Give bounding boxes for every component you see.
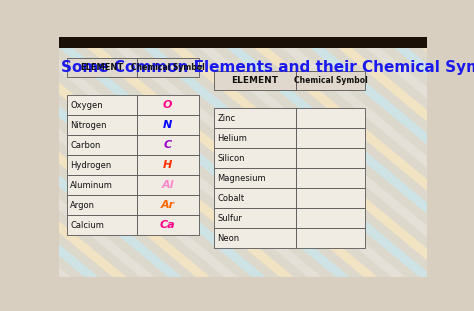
Polygon shape — [0, 48, 154, 277]
Text: Hydrogen: Hydrogen — [70, 161, 111, 169]
Bar — [137, 215, 199, 235]
Bar — [67, 135, 137, 155]
Polygon shape — [394, 48, 474, 277]
Bar — [296, 71, 365, 90]
Polygon shape — [0, 48, 266, 277]
Bar — [214, 148, 296, 168]
Polygon shape — [227, 48, 474, 277]
Bar — [296, 208, 365, 228]
Text: Carbon: Carbon — [70, 141, 100, 150]
Polygon shape — [0, 48, 210, 277]
Bar — [214, 128, 296, 148]
Text: Chemical Symbol: Chemical Symbol — [293, 76, 367, 85]
Text: ELEMENT: ELEMENT — [80, 63, 124, 72]
Bar — [67, 95, 137, 115]
Bar — [214, 208, 296, 228]
Text: Sulfur: Sulfur — [218, 214, 242, 223]
Polygon shape — [115, 48, 405, 277]
Polygon shape — [422, 48, 474, 277]
Text: Aluminum: Aluminum — [70, 181, 113, 190]
Text: O: O — [163, 100, 173, 110]
Polygon shape — [0, 48, 98, 277]
Bar — [137, 155, 199, 175]
Bar — [214, 71, 296, 90]
Text: Oxygen: Oxygen — [70, 100, 103, 109]
Bar — [67, 155, 137, 175]
Polygon shape — [0, 48, 126, 277]
Bar — [214, 168, 296, 188]
Bar — [296, 228, 365, 248]
Text: Al: Al — [162, 180, 174, 190]
Bar — [67, 215, 137, 235]
Bar — [137, 115, 199, 135]
Bar — [137, 58, 199, 77]
Polygon shape — [0, 48, 238, 277]
Text: Helium: Helium — [218, 134, 247, 143]
Bar — [59, 37, 427, 48]
Text: Ar: Ar — [161, 200, 175, 210]
Text: Ca: Ca — [160, 220, 175, 230]
Text: Chemical Symbol: Chemical Symbol — [131, 63, 205, 72]
Bar — [296, 148, 365, 168]
Polygon shape — [450, 48, 474, 277]
Bar — [296, 188, 365, 208]
Text: Magnesium: Magnesium — [218, 174, 266, 183]
Bar — [296, 168, 365, 188]
Text: Zinc: Zinc — [218, 114, 236, 123]
Polygon shape — [59, 48, 349, 277]
Polygon shape — [143, 48, 433, 277]
Text: H: H — [163, 160, 173, 170]
Bar — [214, 188, 296, 208]
Bar — [67, 58, 137, 77]
Bar — [296, 108, 365, 128]
Text: C: C — [164, 140, 172, 150]
Bar — [137, 135, 199, 155]
Bar — [137, 175, 199, 195]
Polygon shape — [283, 48, 474, 277]
Bar — [67, 195, 137, 215]
Text: Neon: Neon — [218, 234, 239, 243]
Polygon shape — [366, 48, 474, 277]
Text: Argon: Argon — [70, 201, 95, 210]
Bar — [214, 228, 296, 248]
Text: N: N — [163, 120, 173, 130]
Text: ELEMENT: ELEMENT — [231, 76, 278, 85]
Polygon shape — [310, 48, 474, 277]
Polygon shape — [0, 48, 182, 277]
Polygon shape — [338, 48, 474, 277]
Bar — [214, 108, 296, 128]
Polygon shape — [0, 48, 15, 277]
Polygon shape — [199, 48, 474, 277]
Polygon shape — [0, 48, 43, 277]
Bar — [67, 175, 137, 195]
Text: Nitrogen: Nitrogen — [70, 121, 107, 130]
Polygon shape — [0, 48, 71, 277]
Text: Calcium: Calcium — [70, 221, 104, 230]
Bar — [296, 128, 365, 148]
Polygon shape — [87, 48, 377, 277]
Bar — [137, 95, 199, 115]
Polygon shape — [171, 48, 461, 277]
Text: Cobalt: Cobalt — [218, 194, 245, 203]
Text: Silicon: Silicon — [218, 154, 245, 163]
Polygon shape — [3, 48, 293, 277]
Bar — [137, 195, 199, 215]
Bar — [67, 115, 137, 135]
Polygon shape — [255, 48, 474, 277]
Text: Some Common Elements and their Chemical Symbol: Some Common Elements and their Chemical … — [61, 60, 474, 75]
Polygon shape — [31, 48, 321, 277]
